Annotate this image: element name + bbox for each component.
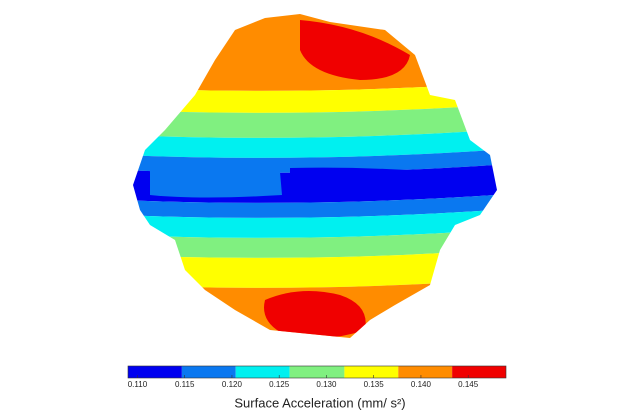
surface-patch (300, 20, 410, 80)
colorbar-segment (398, 366, 453, 378)
tick-label: 0.125 (269, 380, 290, 389)
surface-band (133, 129, 497, 158)
colorbar-segment (344, 366, 399, 378)
surface-band (133, 82, 497, 113)
colorbar-frame (127, 365, 507, 379)
tick-label: 0.110 (128, 380, 148, 389)
colorbar-label: Surface Acceleration (mm/ s²) (234, 395, 405, 410)
surface-band (133, 104, 497, 138)
colorbar-segment (181, 366, 236, 378)
surface-band (133, 149, 497, 173)
colorbar-segment (289, 366, 345, 378)
surface-patch (264, 291, 366, 338)
tick-label: 0.130 (316, 380, 337, 389)
surface-band (133, 194, 497, 218)
surface-band (133, 209, 497, 238)
tick-label: 0.135 (364, 380, 385, 389)
tick-label: 0.115 (175, 380, 195, 389)
tick-label: 0.120 (222, 380, 243, 389)
tick-label: 0.140 (411, 380, 432, 389)
colorbar-segment (128, 366, 182, 378)
colorbar-segment (452, 366, 506, 378)
surface-band (133, 229, 497, 258)
colorbar-segment (235, 366, 290, 378)
surface-patch (150, 167, 282, 198)
surface-patch (290, 167, 470, 197)
surface-band (133, 249, 497, 288)
tick-label: 0.145 (458, 380, 479, 389)
asteroid (133, 14, 497, 338)
